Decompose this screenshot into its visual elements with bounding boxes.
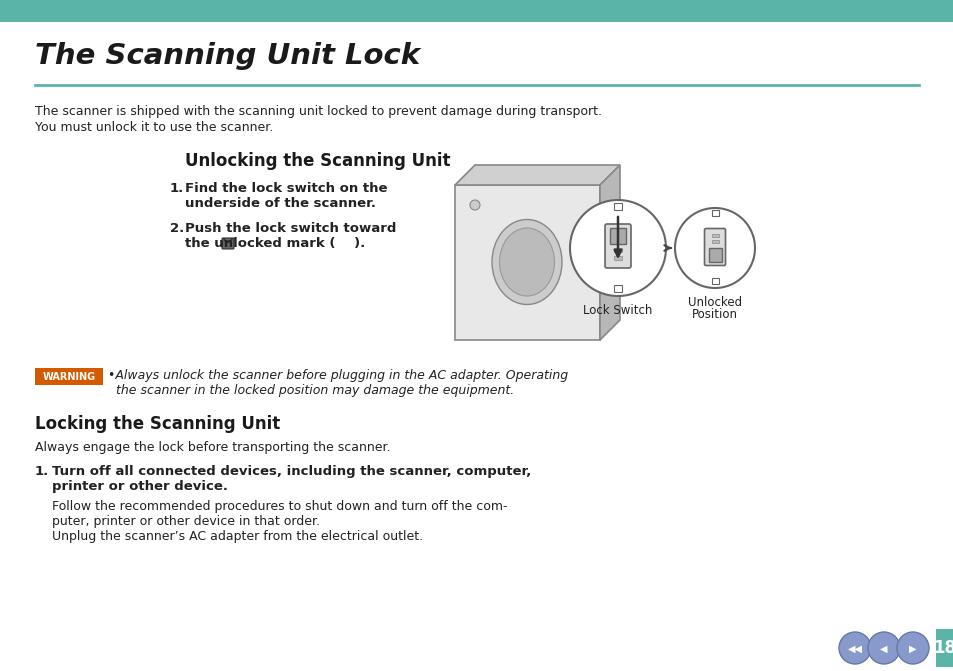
- Text: the unlocked mark (    ).: the unlocked mark ( ).: [185, 237, 365, 250]
- Text: Find the lock switch on the: Find the lock switch on the: [185, 182, 387, 195]
- FancyBboxPatch shape: [0, 0, 953, 22]
- Circle shape: [838, 632, 870, 664]
- Polygon shape: [455, 165, 619, 185]
- FancyBboxPatch shape: [614, 256, 621, 260]
- FancyBboxPatch shape: [609, 228, 625, 244]
- FancyBboxPatch shape: [708, 248, 721, 262]
- Text: ▶: ▶: [908, 644, 916, 654]
- Text: Always engage the lock before transporting the scanner.: Always engage the lock before transporti…: [35, 441, 390, 454]
- Text: Unlocking the Scanning Unit: Unlocking the Scanning Unit: [185, 152, 450, 170]
- Circle shape: [896, 632, 928, 664]
- Text: Follow the recommended procedures to shut down and turn off the com-: Follow the recommended procedures to shu…: [52, 500, 507, 513]
- Ellipse shape: [492, 219, 561, 305]
- Polygon shape: [455, 185, 599, 340]
- Text: Unplug the scanner’s AC adapter from the electrical outlet.: Unplug the scanner’s AC adapter from the…: [52, 530, 423, 543]
- FancyBboxPatch shape: [614, 285, 621, 292]
- Circle shape: [675, 208, 754, 288]
- Text: 18: 18: [933, 639, 953, 657]
- FancyBboxPatch shape: [222, 238, 233, 249]
- Text: ◀◀: ◀◀: [846, 644, 862, 654]
- FancyBboxPatch shape: [703, 229, 724, 266]
- Text: Position: Position: [691, 308, 738, 321]
- Text: Push the lock switch toward: Push the lock switch toward: [185, 222, 395, 235]
- Text: puter, printer or other device in that order.: puter, printer or other device in that o…: [52, 515, 319, 528]
- Polygon shape: [599, 165, 619, 340]
- Text: Unlocked: Unlocked: [687, 296, 741, 309]
- FancyBboxPatch shape: [711, 240, 719, 243]
- Text: WARNING: WARNING: [42, 372, 95, 382]
- Text: You must unlock it to use the scanner.: You must unlock it to use the scanner.: [35, 121, 273, 134]
- FancyBboxPatch shape: [35, 368, 103, 385]
- Text: the scanner in the locked position may damage the equipment.: the scanner in the locked position may d…: [108, 384, 514, 397]
- Text: The scanner is shipped with the scanning unit locked to prevent damage during tr: The scanner is shipped with the scanning…: [35, 105, 601, 118]
- FancyBboxPatch shape: [604, 224, 630, 268]
- FancyBboxPatch shape: [935, 629, 953, 667]
- Text: Turn off all connected devices, including the scanner, computer,: Turn off all connected devices, includin…: [52, 465, 531, 478]
- Circle shape: [470, 200, 479, 210]
- Text: The Scanning Unit Lock: The Scanning Unit Lock: [35, 42, 419, 70]
- Text: ◀: ◀: [880, 644, 887, 654]
- FancyBboxPatch shape: [614, 203, 621, 210]
- Text: Locking the Scanning Unit: Locking the Scanning Unit: [35, 415, 280, 433]
- FancyBboxPatch shape: [614, 248, 621, 252]
- FancyBboxPatch shape: [711, 278, 719, 284]
- FancyBboxPatch shape: [711, 210, 719, 216]
- FancyBboxPatch shape: [711, 234, 719, 237]
- Text: 1.: 1.: [35, 465, 50, 478]
- Text: 1.: 1.: [170, 182, 184, 195]
- Text: •Always unlock the scanner before plugging in the AC adapter. Operating: •Always unlock the scanner before pluggi…: [108, 369, 568, 382]
- Ellipse shape: [499, 228, 554, 296]
- Text: printer or other device.: printer or other device.: [52, 480, 228, 493]
- Circle shape: [569, 200, 665, 296]
- Text: underside of the scanner.: underside of the scanner.: [185, 197, 375, 210]
- Text: Lock Switch: Lock Switch: [582, 304, 652, 317]
- Circle shape: [867, 632, 899, 664]
- Text: 2.: 2.: [170, 222, 184, 235]
